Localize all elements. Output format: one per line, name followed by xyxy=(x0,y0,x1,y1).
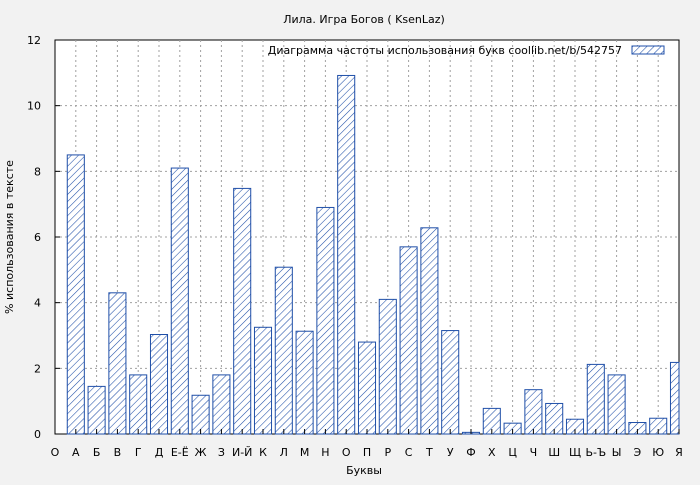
x-tick-label: М xyxy=(300,446,310,459)
x-tick-label: В xyxy=(114,446,122,459)
bar-З xyxy=(212,374,231,435)
x-tick-label: А xyxy=(72,446,80,459)
x-tick-label: К xyxy=(259,446,267,459)
x-tick-label: Б xyxy=(93,446,101,459)
x-tick-label: Э xyxy=(634,446,642,459)
bar-Т xyxy=(420,227,439,435)
x-tick-label: Г xyxy=(135,446,142,459)
bar-А xyxy=(66,154,85,435)
x-tick-label: У xyxy=(447,446,454,459)
legend-swatch xyxy=(631,45,665,55)
legend-label: Диаграмма частоты использования букв coo… xyxy=(268,44,622,57)
x-tick-label: Ю xyxy=(652,446,664,459)
x-axis-label: Буквы xyxy=(346,464,382,477)
bar-Ж xyxy=(191,394,210,435)
x-tick-label: О xyxy=(342,446,351,459)
bar-Е-Ё xyxy=(170,167,189,435)
bar-Д xyxy=(149,334,169,435)
x-tick-label: Щ xyxy=(569,446,581,459)
x-tick-label: Ф xyxy=(466,446,475,459)
bar-О xyxy=(337,74,356,435)
x-tick-label: Н xyxy=(321,446,329,459)
y-axis-label: % использования в тексте xyxy=(3,160,16,314)
bar-В xyxy=(108,292,127,435)
y-tick-label: 8 xyxy=(34,165,41,178)
legend: Диаграмма частоты использования букв coo… xyxy=(268,44,665,57)
bar-Ч xyxy=(524,389,543,435)
bar-Р xyxy=(378,298,397,435)
chart-title: Лила. Игра Богов ( KsenLaz) xyxy=(283,13,445,26)
x-tick-label: П xyxy=(363,446,371,459)
x-tick-label: Ж xyxy=(195,446,207,459)
bar-Ы xyxy=(607,374,626,435)
y-tick-label: 4 xyxy=(34,297,41,310)
y-tick-label: 10 xyxy=(27,100,41,113)
x-tick-label: Е-Ё xyxy=(171,446,189,459)
y-tick-label: 0 xyxy=(34,428,41,441)
x-tick-label: Ы xyxy=(612,446,622,459)
y-tick-label: 12 xyxy=(27,34,41,47)
x-tick-label: О xyxy=(51,446,60,459)
x-tick-label: Ц xyxy=(508,446,517,459)
x-tick-label: Ч xyxy=(530,446,538,459)
bar-П xyxy=(357,341,377,435)
x-tick-label: З xyxy=(218,446,225,459)
y-tick-label: 2 xyxy=(34,362,41,375)
x-tick-label: Р xyxy=(384,446,391,459)
bar-Б xyxy=(87,385,106,435)
bar-С xyxy=(399,246,418,435)
bar-Л xyxy=(274,266,293,435)
bar-Г xyxy=(129,374,148,435)
bar-И-Й xyxy=(233,187,252,435)
x-tick-label: Л xyxy=(280,446,288,459)
y-tick-label: 6 xyxy=(34,231,41,244)
bars xyxy=(66,74,680,435)
bar-М xyxy=(295,330,314,435)
bar-У xyxy=(441,330,460,435)
x-tick-label: Т xyxy=(425,446,433,459)
x-tick-label: С xyxy=(405,446,413,459)
x-tick-label: Ь-Ъ xyxy=(585,446,606,459)
bar-К xyxy=(253,326,273,435)
x-tick-label: Х xyxy=(488,446,496,459)
x-tick-label: Я xyxy=(675,446,683,459)
x-tick-label: Ш xyxy=(548,446,560,459)
bar-Я xyxy=(669,361,680,435)
x-tick-label: И-Й xyxy=(232,446,252,459)
bar-Н xyxy=(316,206,335,435)
x-tick-label: Д xyxy=(155,446,164,459)
bar-Ь-Ъ xyxy=(586,363,605,435)
